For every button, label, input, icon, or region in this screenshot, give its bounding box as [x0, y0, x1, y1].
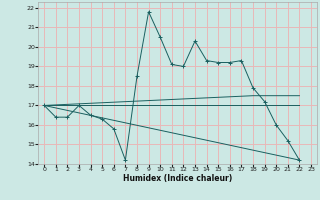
- X-axis label: Humidex (Indice chaleur): Humidex (Indice chaleur): [123, 174, 232, 183]
